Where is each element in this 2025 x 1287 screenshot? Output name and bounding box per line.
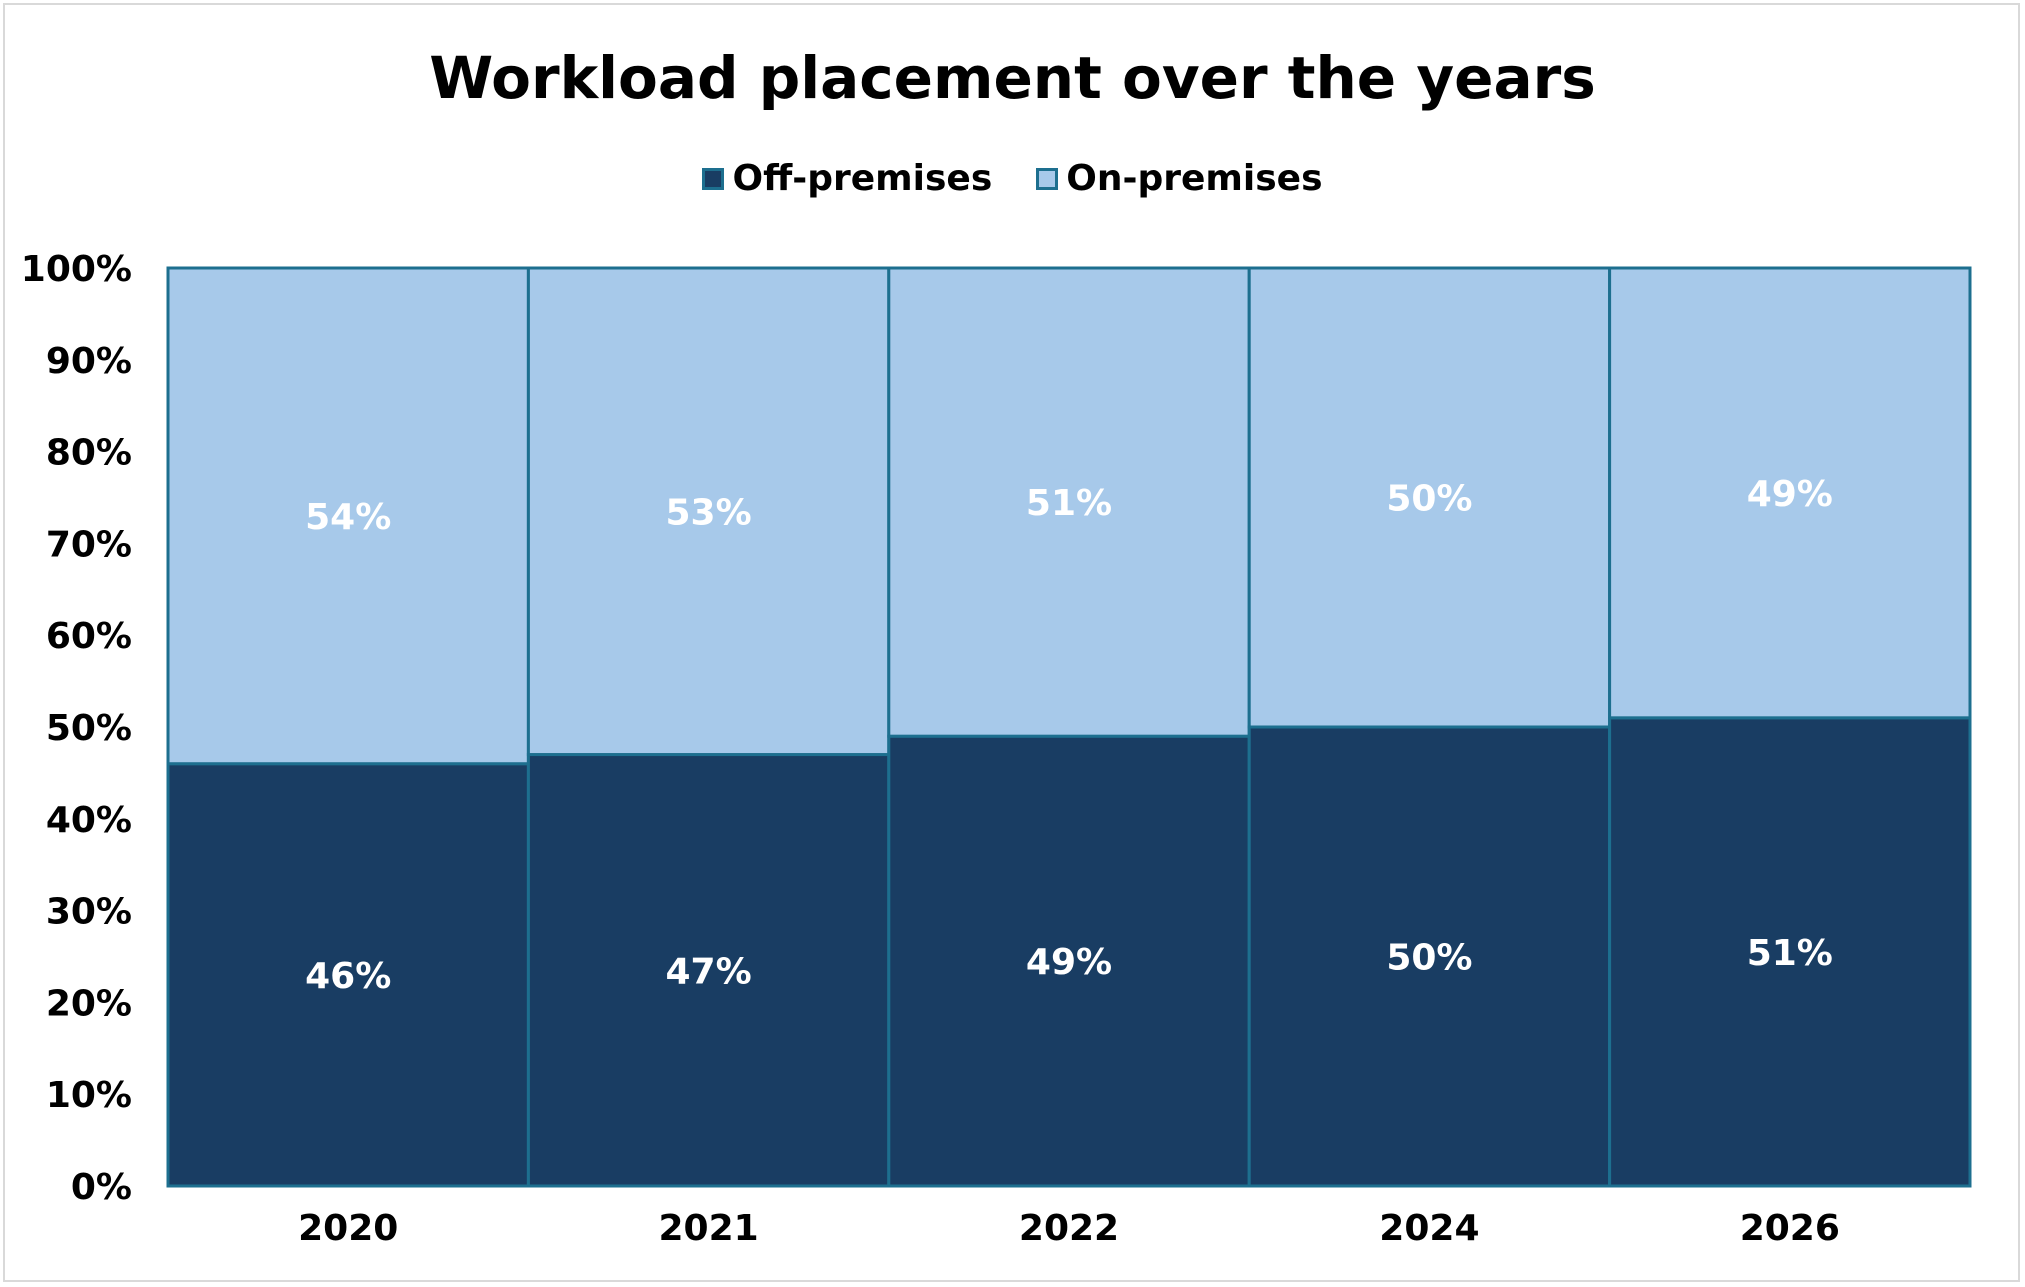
chart-legend: Off-premises On-premises <box>0 158 2025 199</box>
data-label-off-premises-2020: 46% <box>305 956 391 997</box>
legend-label-on-premises: On-premises <box>1066 158 1323 199</box>
data-label-on-premises-2022: 51% <box>1026 483 1112 524</box>
data-label-off-premises-2026: 51% <box>1747 933 1833 974</box>
bar-on-premises-2021 <box>526 266 891 757</box>
data-label-on-premises-2020: 54% <box>305 497 391 538</box>
y-tick-label: 0% <box>71 1167 132 1208</box>
y-tick-label: 70% <box>46 524 132 565</box>
y-tick-label: 10% <box>46 1075 132 1116</box>
chart-title: Workload placement over the years <box>429 44 1596 112</box>
x-axis-ticks: 2020 2021 2022 2024 2026 <box>298 1208 1840 1249</box>
y-tick-label: 30% <box>46 892 132 933</box>
legend-swatch-on-premises <box>1036 167 1059 190</box>
bar-off-premises-2021 <box>526 753 891 1188</box>
x-tick-label-2024: 2024 <box>1379 1208 1479 1249</box>
y-tick-label: 80% <box>46 433 132 474</box>
x-tick-label-2020: 2020 <box>298 1208 398 1249</box>
data-label-on-premises-2024: 50% <box>1386 479 1472 520</box>
legend-item-off-premises: Off-premises <box>702 158 992 199</box>
y-axis-ticks: 0% 10% 20% 30% 40% 50% 60% 70% 80% 90% 100% <box>21 249 132 1208</box>
y-tick-label: 100% <box>21 249 132 290</box>
y-tick-label: 20% <box>46 983 132 1024</box>
data-label-off-premises-2024: 50% <box>1386 938 1472 979</box>
bar-off-premises-2022 <box>887 734 1251 1188</box>
bars-group <box>166 266 1972 1188</box>
y-tick-label: 50% <box>46 708 132 749</box>
data-label-off-premises-2022: 49% <box>1026 942 1112 983</box>
data-label-on-premises-2026: 49% <box>1747 474 1833 515</box>
data-label-on-premises-2021: 53% <box>666 492 752 533</box>
y-tick-label: 60% <box>46 616 132 657</box>
bar-off-premises-2024 <box>1247 725 1612 1188</box>
x-tick-label-2026: 2026 <box>1740 1208 1840 1249</box>
bar-on-premises-2022 <box>887 266 1251 738</box>
bar-off-premises-2026 <box>1608 716 1972 1188</box>
bar-on-premises-2024 <box>1247 266 1612 729</box>
x-tick-label-2022: 2022 <box>1019 1208 1119 1249</box>
bar-on-premises-2026 <box>1608 266 1972 720</box>
bar-on-premises-2020 <box>166 266 530 766</box>
y-tick-label: 40% <box>46 800 132 841</box>
legend-label-off-premises: Off-premises <box>732 158 993 199</box>
legend-item-on-premises: On-premises <box>1036 158 1323 199</box>
legend-swatch-off-premises <box>702 167 725 190</box>
data-label-off-premises-2021: 47% <box>666 951 752 992</box>
y-tick-label: 90% <box>46 341 132 382</box>
data-labels-group: 46% 54% 47% 53% 49% 51% 50% 50% 51% 49% <box>305 474 1833 997</box>
x-tick-label-2021: 2021 <box>658 1208 758 1249</box>
